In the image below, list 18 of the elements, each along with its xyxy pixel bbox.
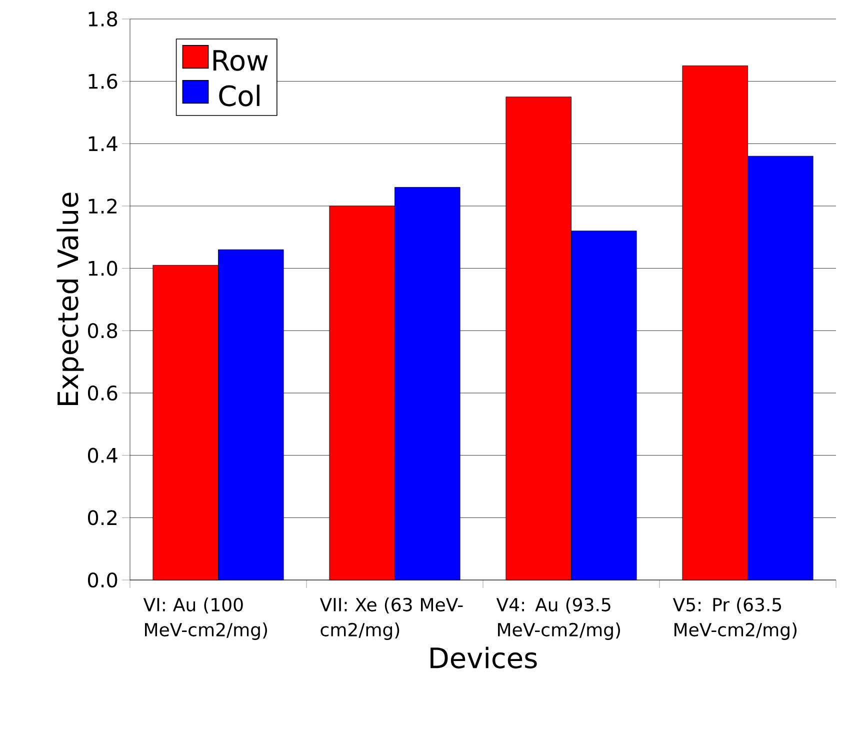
y-tick-label: 1.4 bbox=[88, 136, 118, 151]
y-tick-label: 0.2 bbox=[88, 510, 116, 526]
y-tick-label: 0.0 bbox=[88, 572, 118, 588]
y-tick-label: 1.8 bbox=[88, 11, 118, 27]
y-tick-label: 1.0 bbox=[88, 260, 118, 276]
y-tick-label: 0.6 bbox=[88, 385, 118, 401]
x-axis-title: Devices bbox=[430, 646, 537, 668]
x-tick-label: V4: Au (93.5 MeV-cm2/mg) bbox=[496, 598, 620, 640]
legend-label: Col bbox=[219, 84, 260, 106]
y-axis-title: Expected Value bbox=[56, 192, 84, 405]
y-tick-label: 0.8 bbox=[88, 323, 118, 338]
x-tick-label: VII: Xe (63 MeV-cm2/mg) bbox=[320, 598, 463, 640]
y-tick-label: 0.4 bbox=[88, 448, 118, 463]
y-tick-label: 1.2 bbox=[88, 198, 116, 214]
legend-label: Row bbox=[213, 50, 268, 71]
x-tick-label: VI: Au (100 MeV-cm2/mg) bbox=[143, 598, 268, 640]
x-tick-label: V5: Pr (63.5 MeV-cm2/mg) bbox=[672, 598, 797, 640]
y-tick-label: 1.6 bbox=[88, 74, 118, 89]
